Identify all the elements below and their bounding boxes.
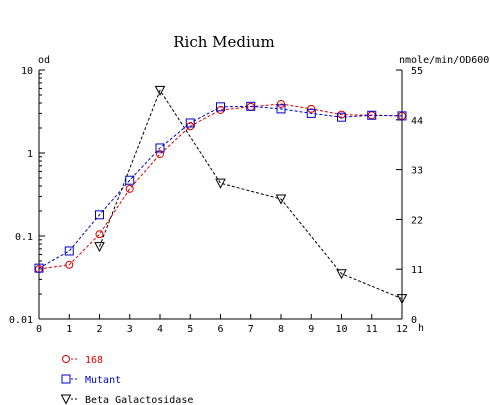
legend-marker bbox=[61, 374, 71, 384]
series-2-point bbox=[337, 112, 346, 122]
series-line-1 bbox=[38, 103, 403, 270]
y-right-tick-label: 11 bbox=[411, 265, 423, 276]
series-2-point bbox=[155, 143, 165, 153]
series-1-point bbox=[156, 150, 164, 159]
y-right-tick-label: 0 bbox=[411, 315, 417, 326]
legend-label: Mutant bbox=[85, 375, 121, 386]
x-tick-label: 2 bbox=[96, 324, 102, 335]
series-2-point bbox=[95, 210, 104, 220]
legend-label: 168 bbox=[85, 355, 103, 366]
series-2-point bbox=[185, 118, 195, 128]
series-1-point bbox=[307, 104, 316, 113]
series-2-point bbox=[397, 111, 407, 121]
x-tick-label: 0 bbox=[36, 324, 42, 335]
series-2-point bbox=[276, 104, 286, 114]
y-right-tick-label: 55 bbox=[411, 66, 423, 77]
x-tick-label: 4 bbox=[157, 324, 163, 335]
series-1-point bbox=[277, 99, 285, 108]
series-2-point bbox=[216, 102, 225, 112]
series-line-3 bbox=[99, 89, 403, 300]
x-tick-label: 7 bbox=[248, 324, 254, 335]
chart-title: Rich Medium bbox=[173, 33, 274, 51]
legend: 168 Mutant Beta Galactosidase bbox=[60, 355, 193, 405]
y-left-tick-label: 1 bbox=[27, 149, 33, 160]
y-right-tick-label: 44 bbox=[411, 116, 423, 127]
x-tick-label: 10 bbox=[335, 324, 347, 335]
x-tick-label: 12 bbox=[396, 324, 408, 335]
series-3-point bbox=[94, 242, 105, 253]
series-3-point bbox=[396, 294, 408, 305]
series-2-point bbox=[367, 110, 377, 120]
legend-marker bbox=[60, 394, 72, 405]
series-2-point bbox=[64, 246, 74, 256]
series-2-point bbox=[246, 101, 256, 111]
series-marks bbox=[34, 85, 408, 305]
x-axis-label: h bbox=[418, 323, 424, 334]
series-2-point bbox=[34, 263, 44, 273]
x-tick-label: 3 bbox=[127, 324, 133, 335]
series-1-point bbox=[65, 260, 74, 269]
x-tick-label: 8 bbox=[278, 324, 284, 335]
series-1-point bbox=[95, 230, 104, 239]
x-tick-label: 1 bbox=[66, 324, 72, 335]
y-right-axis-label: nmole/min/OD600 bbox=[399, 55, 489, 66]
x-tick-label: 6 bbox=[217, 324, 223, 335]
x-tick-label: 5 bbox=[187, 324, 193, 335]
legend-marker bbox=[62, 355, 70, 363]
y-left-axis-label: od bbox=[38, 55, 50, 66]
series-lines bbox=[38, 89, 403, 300]
y-left-tick-label: 10 bbox=[21, 66, 33, 77]
y-left-tick-label: 0.1 bbox=[15, 232, 33, 243]
series-3-point bbox=[336, 269, 347, 280]
x-tick-label: 11 bbox=[366, 324, 378, 335]
series-3-point bbox=[154, 85, 166, 96]
series-3-point bbox=[215, 178, 226, 189]
legend-label: Beta Galactosidase bbox=[85, 395, 193, 405]
series-1-point bbox=[125, 184, 134, 193]
y-right-tick-label: 33 bbox=[411, 166, 423, 177]
y-right-tick-label: 22 bbox=[411, 215, 423, 226]
series-3-point bbox=[275, 194, 287, 205]
x-tick-label: 9 bbox=[308, 324, 314, 335]
series-2-point bbox=[306, 108, 316, 118]
y-left-tick-label: 0.01 bbox=[9, 315, 33, 326]
series-2-point bbox=[125, 175, 135, 185]
